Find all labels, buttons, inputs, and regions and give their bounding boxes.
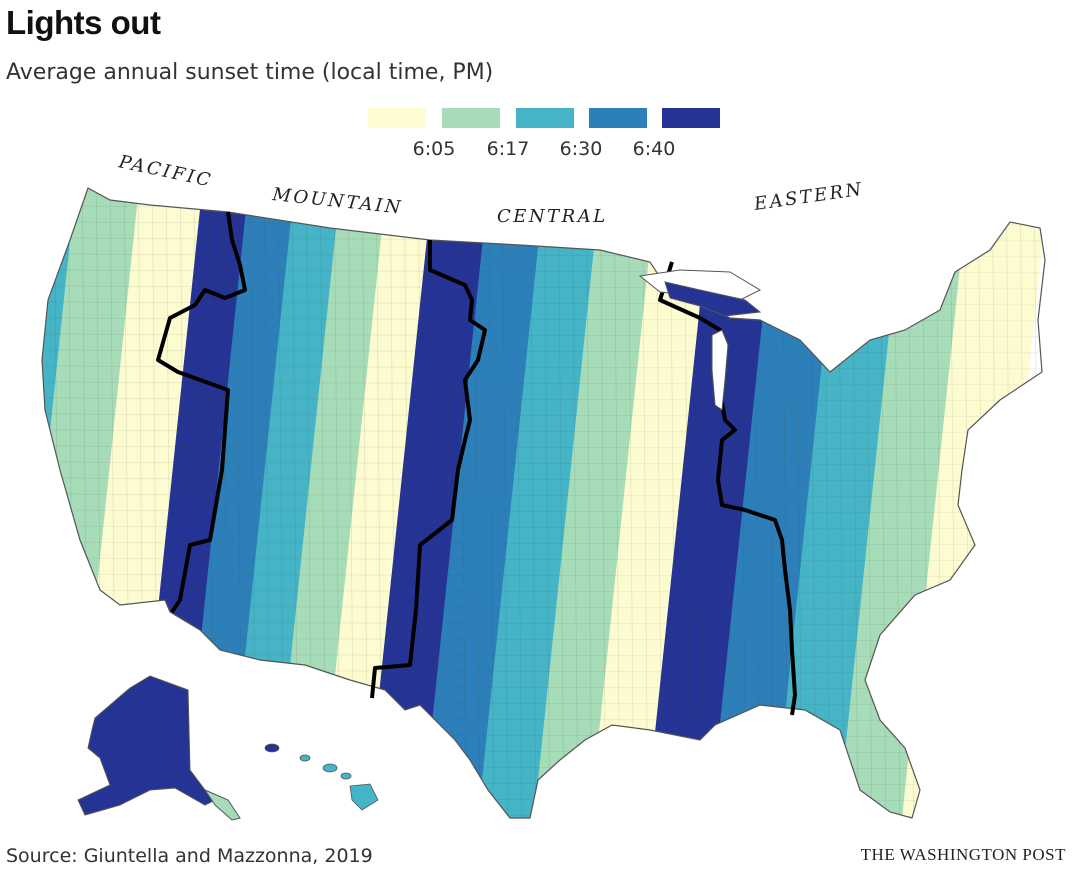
zone-label-central: CENTRAL [497, 206, 608, 227]
publisher-credit: THE WASHINGTON POST [860, 845, 1066, 864]
alaska-panhandle [203, 788, 241, 821]
michigan-upper [664, 281, 762, 317]
central-eastern-boundary [658, 261, 797, 716]
legend-swatch-4 [589, 108, 647, 128]
county-line [557, 188, 565, 818]
county-line [501, 188, 509, 818]
county-line [53, 188, 61, 818]
county-line [599, 188, 607, 818]
county-line [42, 429, 1045, 434]
legend-tick-4: 6:40 [632, 138, 676, 160]
county-line [963, 188, 971, 818]
pacific-mountain-boundary [156, 211, 247, 614]
county-line [42, 605, 1045, 610]
sunset-band [42, 188, 96, 818]
county-line [515, 188, 523, 818]
county-line [641, 188, 649, 818]
alaska [77, 675, 216, 816]
hawaii [264, 743, 379, 811]
us-sunset-map: PACIFIC MOUNTAIN CENTRAL EASTERN [30, 150, 1060, 840]
zone-label-pacific: PACIFIC [116, 151, 214, 192]
county-line [627, 188, 635, 818]
source-note: Source: Giuntella and Mazzonna, 2019 [6, 845, 373, 867]
county-line [585, 188, 593, 818]
county-line [473, 188, 481, 818]
page-title: Lights out [6, 4, 161, 41]
legend-tick-1: 6:05 [412, 138, 456, 160]
county-line [42, 477, 1045, 482]
legend-swatch-1 [368, 108, 426, 128]
county-line [42, 493, 1045, 498]
legend-swatch-2 [442, 108, 500, 128]
legend-tick-2: 6:17 [486, 138, 530, 160]
mountain-central-boundary [370, 240, 487, 699]
legend-tick-3: 6:30 [559, 138, 603, 160]
zone-label-eastern: EASTERN [752, 179, 865, 215]
county-line [445, 188, 453, 818]
color-legend: 6:05 6:17 6:30 6:40 [368, 108, 728, 166]
county-line [977, 188, 985, 818]
county-line [571, 188, 579, 818]
county-line [42, 188, 47, 818]
county-line [487, 188, 495, 818]
sunset-band [419, 188, 565, 818]
county-line [42, 365, 1045, 370]
legend-swatch-3 [516, 108, 574, 128]
county-line [42, 621, 1045, 626]
county-line [30, 830, 1060, 833]
county-line [42, 589, 1045, 594]
county-line [42, 333, 1045, 338]
county-line [42, 189, 1045, 194]
sunset-band [475, 188, 621, 818]
county-line [613, 188, 621, 818]
county-line [42, 525, 1045, 530]
county-line [42, 509, 1045, 514]
sunset-band [587, 188, 733, 818]
county-line [1048, 150, 1054, 840]
county-line [529, 188, 537, 818]
county-line [42, 461, 1045, 466]
county-line [42, 413, 1045, 418]
legend-swatch-5 [662, 108, 720, 128]
page-subtitle: Average annual sunset time (local time, … [6, 60, 494, 85]
county-line [42, 349, 1045, 354]
sunset-band [531, 188, 677, 818]
zone-label-mountain: MOUNTAIN [270, 184, 403, 219]
county-line [459, 188, 467, 818]
county-line [42, 557, 1045, 562]
county-line [42, 397, 1045, 402]
lake-michigan [711, 329, 729, 411]
county-line [543, 188, 551, 818]
county-line [42, 445, 1045, 450]
county-line [42, 573, 1045, 578]
